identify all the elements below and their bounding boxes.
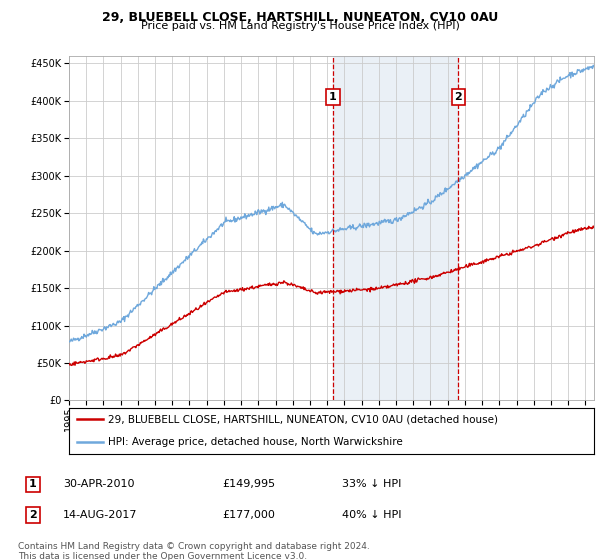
Text: 33% ↓ HPI: 33% ↓ HPI — [342, 479, 401, 489]
Text: 2: 2 — [454, 92, 462, 102]
Text: 1: 1 — [329, 92, 337, 102]
Text: 1: 1 — [29, 479, 37, 489]
Text: 29, BLUEBELL CLOSE, HARTSHILL, NUNEATON, CV10 0AU (detached house): 29, BLUEBELL CLOSE, HARTSHILL, NUNEATON,… — [109, 414, 499, 424]
Text: Contains HM Land Registry data © Crown copyright and database right 2024.
This d: Contains HM Land Registry data © Crown c… — [18, 542, 370, 560]
Text: Price paid vs. HM Land Registry's House Price Index (HPI): Price paid vs. HM Land Registry's House … — [140, 21, 460, 31]
Bar — [333, 56, 458, 400]
Text: HPI: Average price, detached house, North Warwickshire: HPI: Average price, detached house, Nort… — [109, 437, 403, 447]
Text: 2: 2 — [29, 510, 37, 520]
Text: 29, BLUEBELL CLOSE, HARTSHILL, NUNEATON, CV10 0AU: 29, BLUEBELL CLOSE, HARTSHILL, NUNEATON,… — [102, 11, 498, 24]
Text: 30-APR-2010: 30-APR-2010 — [63, 479, 134, 489]
Text: 40% ↓ HPI: 40% ↓ HPI — [342, 510, 401, 520]
Text: £149,995: £149,995 — [222, 479, 275, 489]
Text: 14-AUG-2017: 14-AUG-2017 — [63, 510, 137, 520]
Text: £177,000: £177,000 — [222, 510, 275, 520]
